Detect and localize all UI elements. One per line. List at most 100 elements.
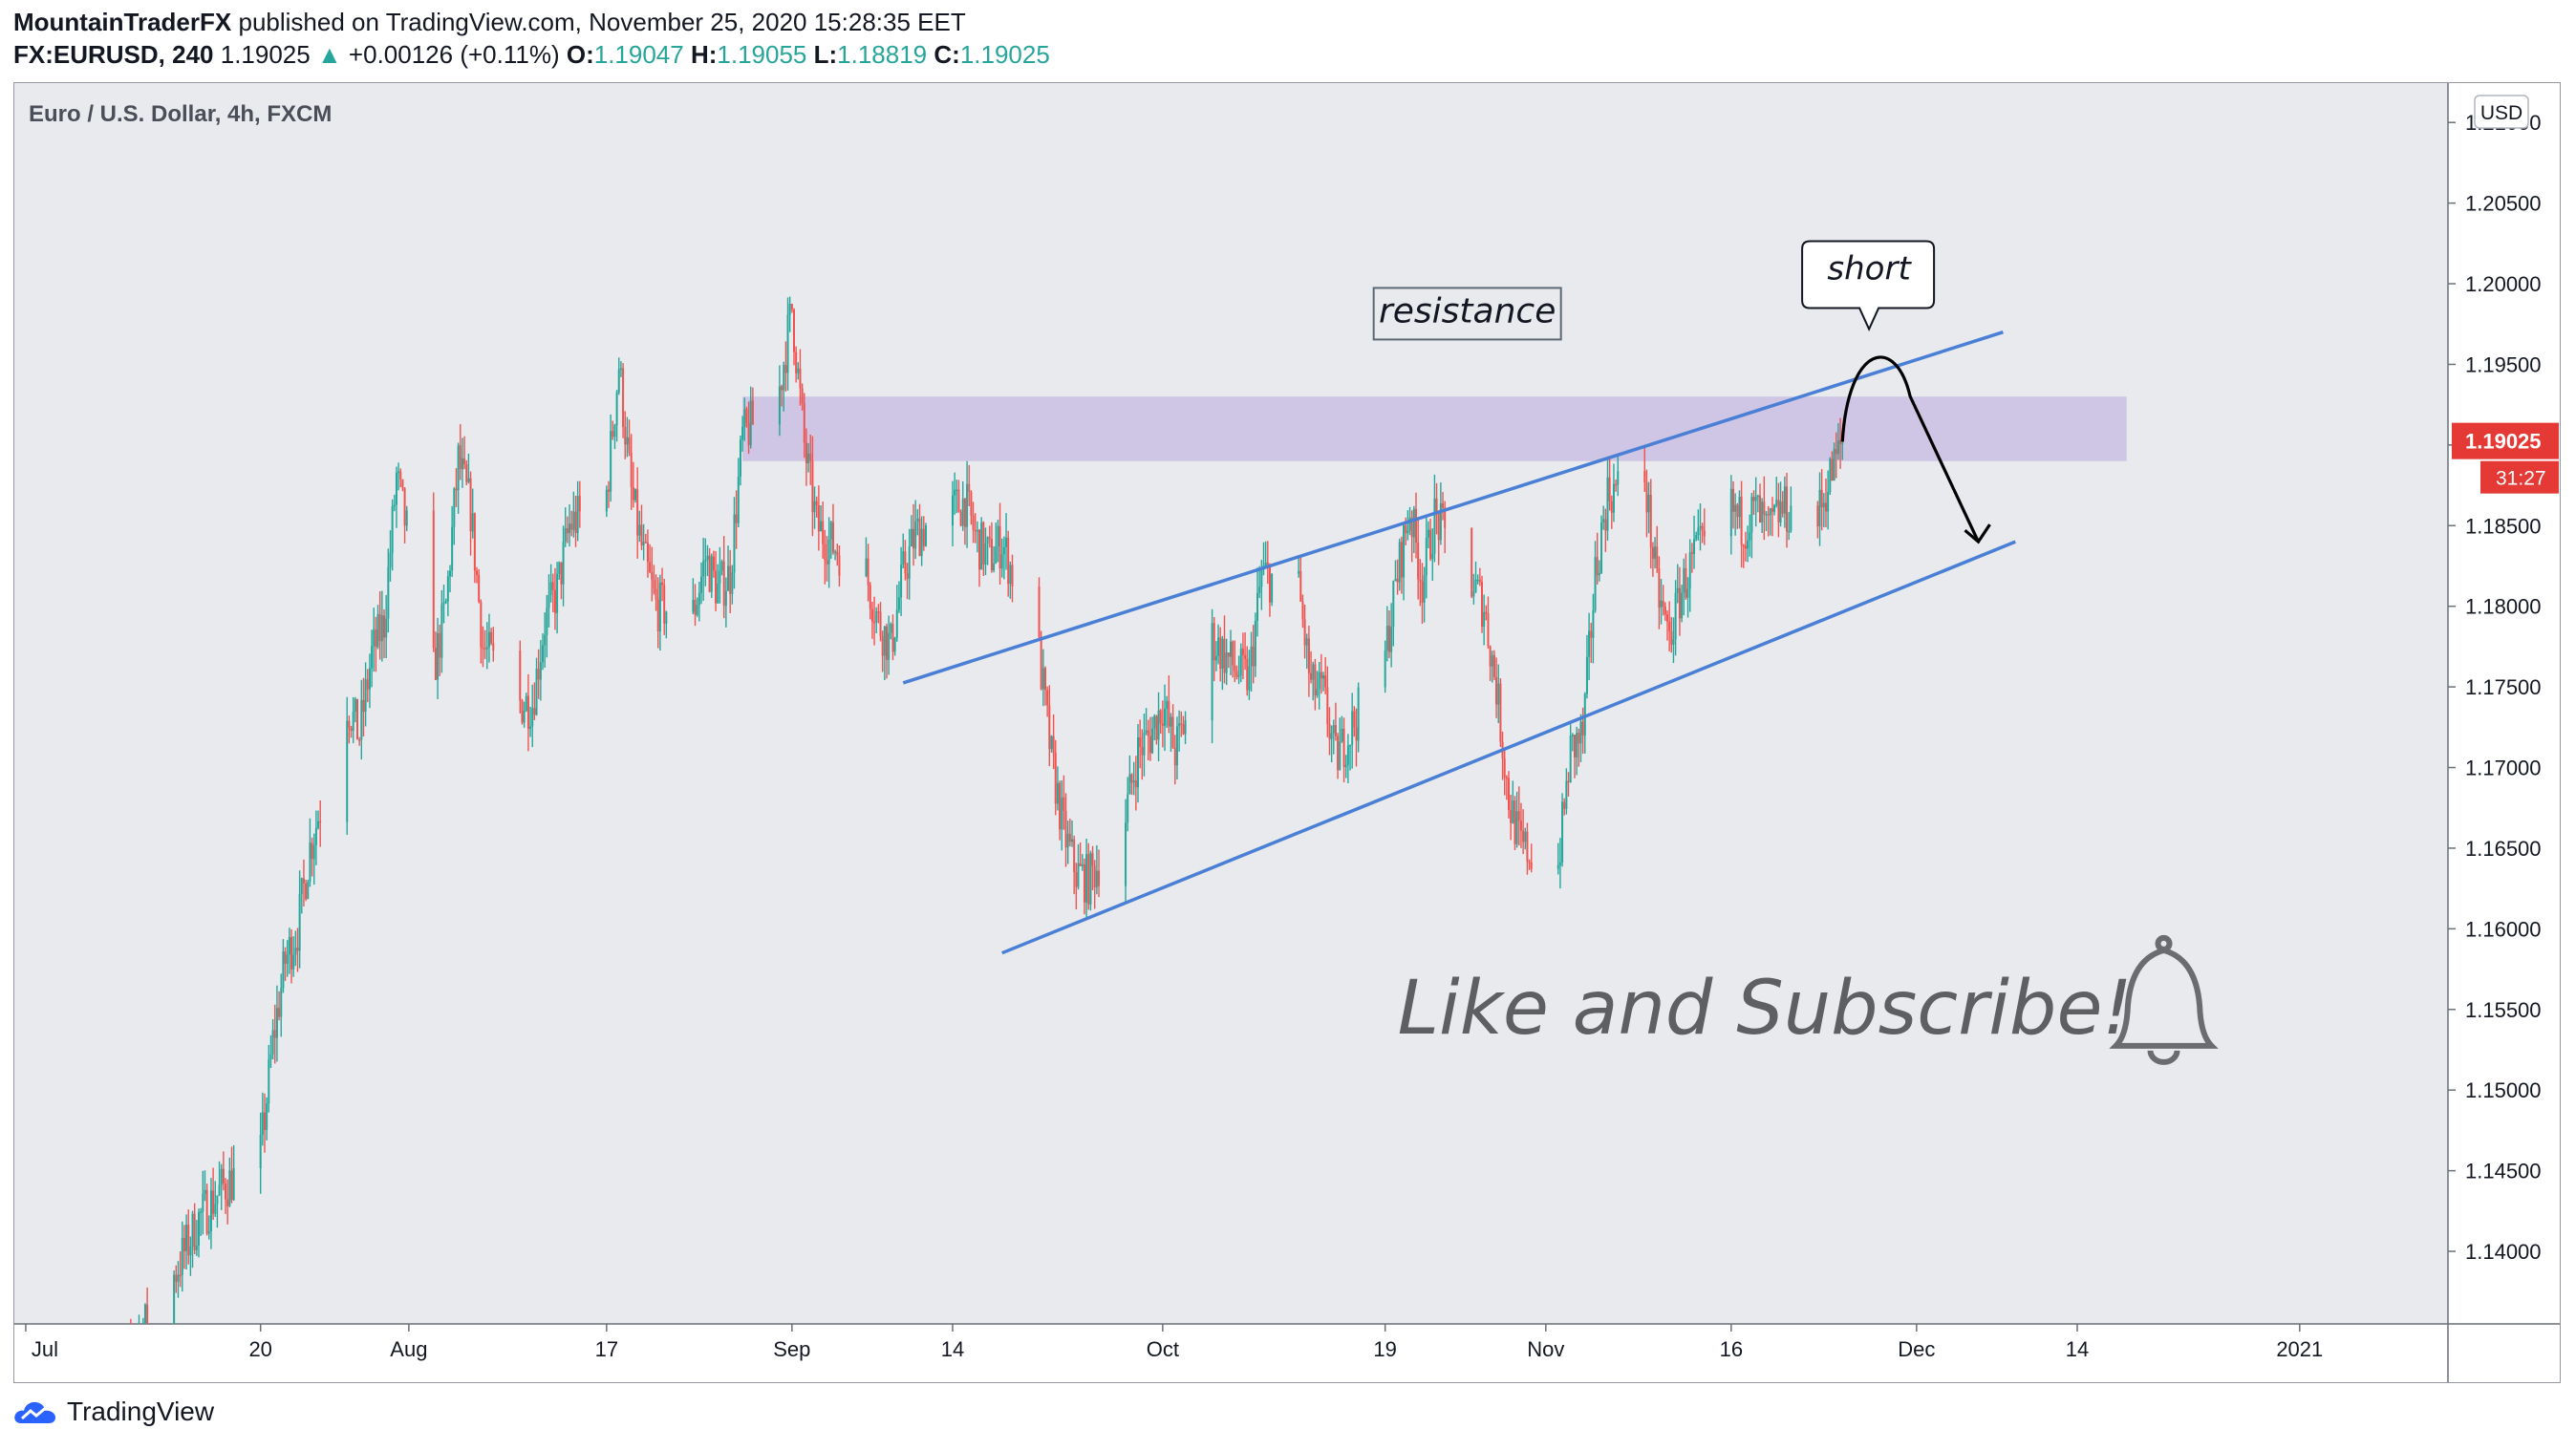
resistance-label-box (1372, 287, 1562, 341)
candle-body (1530, 862, 1533, 869)
candle-body (656, 599, 659, 631)
candle-body (1505, 777, 1508, 779)
candle-body (1759, 495, 1762, 522)
candle-body (1171, 716, 1174, 748)
candle-body (1254, 620, 1256, 667)
candle-body (1153, 715, 1156, 729)
candle-body (1412, 508, 1415, 538)
candle-body (1180, 723, 1183, 725)
candle-body (187, 1225, 190, 1256)
candle-body (1239, 648, 1242, 676)
candle-body (1524, 831, 1527, 842)
candle-body (824, 544, 826, 561)
chart-frame (13, 82, 2561, 1383)
candle-body (1786, 486, 1789, 532)
candle-body (1513, 800, 1516, 844)
tradingview-logo[interactable]: TradingView (13, 1397, 214, 1427)
candle-body (651, 571, 654, 580)
candle-body (1312, 664, 1315, 680)
candle-body (982, 522, 985, 565)
candle-body (720, 561, 723, 571)
candle-body (1128, 774, 1131, 795)
candle-body (781, 386, 784, 391)
candle-body (1592, 609, 1595, 638)
candle-body (453, 488, 456, 527)
y-tick-label: 1.16500 (2465, 837, 2542, 861)
candle-body (1250, 646, 1253, 667)
candle-body (1647, 494, 1650, 513)
candle-body (724, 590, 727, 607)
candle-body (387, 566, 390, 619)
candle-body (1822, 502, 1825, 508)
candle-body (373, 629, 376, 647)
candle-body (820, 521, 823, 532)
candle-body (1046, 690, 1049, 706)
candle-body (751, 400, 754, 425)
candle-body (976, 529, 978, 532)
candle-body (632, 486, 634, 501)
candle-body (312, 844, 315, 860)
candle-body (1145, 730, 1148, 734)
candle-body (483, 648, 486, 650)
candle-body (1328, 723, 1331, 739)
candle-body (610, 431, 612, 492)
candle-body (702, 561, 705, 577)
candle-body (1164, 709, 1167, 726)
candle-body (1125, 822, 1127, 886)
candle-body (1396, 579, 1399, 583)
candle-body (275, 1008, 278, 1038)
candle-body (1788, 530, 1791, 533)
candle-body (533, 708, 536, 715)
candle-body (634, 489, 637, 501)
publish-line: MountainTraderFX published on TradingVie… (13, 8, 966, 37)
candle-body (1685, 567, 1687, 598)
candle-body (1059, 782, 1062, 830)
candle-body (185, 1225, 188, 1251)
candle-body (1567, 780, 1570, 783)
candle-body (813, 501, 816, 513)
candle-body (380, 615, 383, 642)
candle-body (1833, 448, 1835, 481)
candle-body (881, 636, 884, 656)
y-tick-label: 1.14500 (2465, 1160, 2542, 1183)
candle-body (739, 439, 741, 477)
candle-body (1510, 809, 1513, 823)
candle-body (1398, 542, 1401, 583)
projection-arrowhead (1964, 523, 1991, 544)
candle-body (617, 369, 620, 393)
candle-body (1431, 553, 1434, 560)
candle-body (350, 728, 353, 732)
candle-body (807, 453, 810, 463)
candle-body (658, 582, 661, 631)
candle-body (1089, 853, 1092, 905)
candle-body (1771, 508, 1773, 512)
x-tick-label: 14 (2066, 1337, 2089, 1361)
candle-body (1827, 492, 1830, 512)
candle-body (191, 1213, 194, 1247)
candle-body (741, 426, 744, 440)
countdown-tag (2480, 460, 2559, 494)
x-tick-label: Nov (1527, 1337, 1564, 1361)
candle-body (478, 574, 481, 603)
candle-body (1406, 530, 1409, 534)
candle-body (1318, 672, 1320, 690)
candle-body (966, 483, 969, 527)
like-subscribe-text: Like and Subscribe! (1398, 966, 2133, 1052)
candle-body (181, 1238, 183, 1275)
candle-body (446, 576, 449, 602)
candle-body (1405, 524, 1407, 534)
candle-body (214, 1204, 217, 1214)
candle-body (1332, 725, 1335, 734)
candle-body (624, 426, 627, 445)
last-price-label: 1.19025 (2465, 430, 2542, 454)
candle-body (1676, 587, 1679, 593)
candle-body (569, 523, 571, 534)
candle-body (1091, 853, 1094, 866)
candle-body (875, 610, 878, 623)
candle-body (1439, 502, 1442, 541)
candle-body (692, 599, 695, 612)
candle-body (271, 1030, 274, 1055)
up-arrow-icon: ▲ (316, 40, 342, 69)
